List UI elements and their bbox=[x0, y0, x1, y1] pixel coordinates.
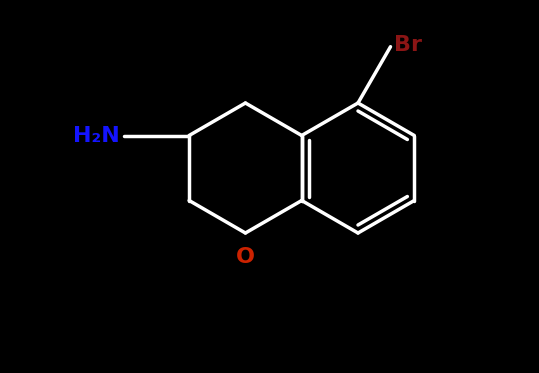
Text: O: O bbox=[236, 247, 255, 267]
Text: H₂N: H₂N bbox=[73, 125, 120, 145]
Text: Br: Br bbox=[395, 35, 423, 55]
